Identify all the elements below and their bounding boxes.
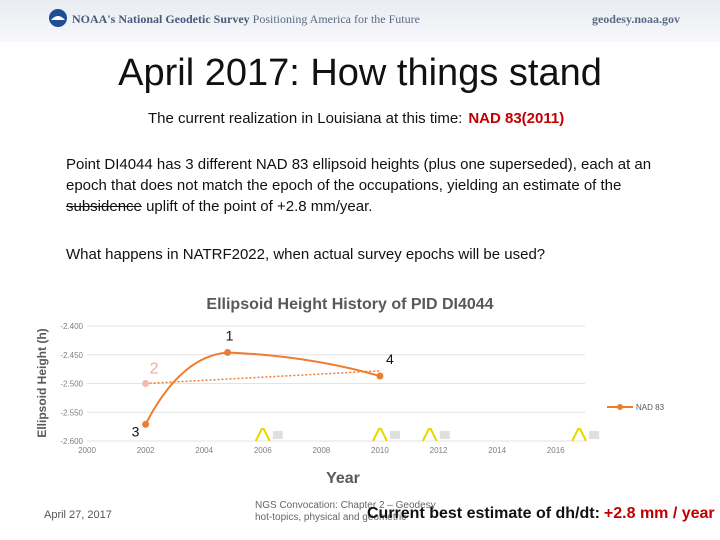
y-tick-label: -2.400 — [60, 322, 83, 331]
superseded-point — [142, 380, 150, 387]
para1-text-b: uplift of the point of +2.8 mm/year. — [146, 198, 373, 215]
footer-date: April 27, 2017 — [44, 509, 112, 521]
estimate-value: +2.8 mm / year — [603, 505, 715, 522]
x-tick-label: 2016 — [547, 446, 565, 455]
series-nad83: 2 3 1 4 — [132, 327, 394, 439]
site-url[interactable]: geodesy.noaa.gov — [591, 12, 680, 26]
estimate-label: Current best estimate of dh/dt: — [367, 505, 600, 522]
data-point — [224, 348, 232, 356]
y-tick-label: -2.600 — [60, 437, 83, 446]
legend-label: NAD 83 — [636, 403, 665, 412]
y-tick-label: -2.550 — [60, 408, 83, 417]
chart-ylabel: Ellipsoid Height (h) — [35, 328, 49, 437]
x-tick-label: 2000 — [78, 446, 96, 455]
point-label-2: 2 — [150, 361, 159, 378]
chart-legend: NAD 83 — [607, 403, 665, 412]
subtitle-text: The current realization in Louisiana at … — [148, 110, 463, 127]
footer-event: NGS Convocation: Chapter 2 – Geodesy hot… — [255, 500, 436, 524]
para1-text-a: Point DI4044 has 3 different NAD 83 elli… — [66, 156, 652, 194]
footer-estimate: Current best estimate of dh/dt: +2.8 mm /… — [367, 505, 715, 523]
trend-line-segment — [145, 370, 380, 385]
survey-mark-icon — [589, 431, 600, 439]
footer-event-line1: NGS Convocation: Chapter 2 – Geodesy — [255, 500, 436, 511]
chart-background — [30, 285, 680, 495]
chart-xlabel: Year — [326, 470, 360, 487]
x-tick-label: 2012 — [430, 446, 448, 455]
data-point — [376, 372, 384, 380]
survey-mark-icon — [272, 431, 283, 439]
tripod-icon — [571, 428, 588, 442]
survey-mark-icon — [389, 431, 400, 439]
height-history-chart: Ellipsoid Height History of PID DI4044 E… — [30, 285, 680, 495]
point-label-1: 1 — [226, 327, 234, 343]
y-tick-label: -2.500 — [60, 380, 83, 389]
legend-marker — [617, 404, 623, 410]
x-tick-label: 2004 — [195, 446, 213, 455]
point-label-3: 3 — [132, 423, 140, 439]
chart-grid — [87, 325, 585, 442]
para1-strike-text: subsidence — [66, 198, 142, 215]
y-tick-label: -2.450 — [60, 351, 83, 360]
org-name: NOAA's National Geodetic Survey — [72, 12, 250, 26]
noaa-logo-icon — [49, 9, 67, 27]
slide-title: April 2017: How things stand — [118, 52, 602, 94]
tripod-icon — [421, 428, 438, 442]
trend-line — [145, 370, 380, 385]
org-tagline: Positioning America for the Future — [252, 12, 420, 26]
point-label-4: 4 — [386, 351, 394, 367]
org-banner: NOAA's National Geodetic Survey Position… — [72, 12, 420, 27]
x-tick-labels: 2000 2002 2004 2006 2008 2010 2012 2014 2016 — [78, 446, 565, 455]
tripod-icon — [372, 428, 388, 442]
x-tick-label: 2014 — [488, 446, 506, 455]
realization-text: NAD 83(2011) — [468, 110, 565, 127]
data-point — [142, 420, 150, 428]
footer-event-line2: hot-topics, physical and geometric — [255, 512, 407, 523]
x-tick-label: 2006 — [254, 446, 272, 455]
paragraph-point: Point DI4044 has 3 different NAD 83 elli… — [66, 154, 686, 217]
slide-subtitle: The current realization in Louisiana at … — [148, 110, 564, 127]
tripod-icon — [254, 428, 271, 442]
survey-mark-icon — [439, 431, 450, 439]
x-tick-label: 2008 — [312, 446, 330, 455]
chart-title: Ellipsoid Height History of PID DI4044 — [206, 296, 493, 313]
header-banner: NOAA's National Geodetic Survey Position… — [0, 0, 720, 42]
x-tick-label: 2002 — [137, 446, 155, 455]
y-tick-labels: -2.400 -2.450 -2.500 -2.550 -2.600 — [60, 322, 83, 446]
occupation-markers — [254, 428, 600, 442]
x-tick-label: 2010 — [371, 446, 389, 455]
paragraph-question: What happens in NATRF2022, when actual s… — [66, 246, 546, 263]
